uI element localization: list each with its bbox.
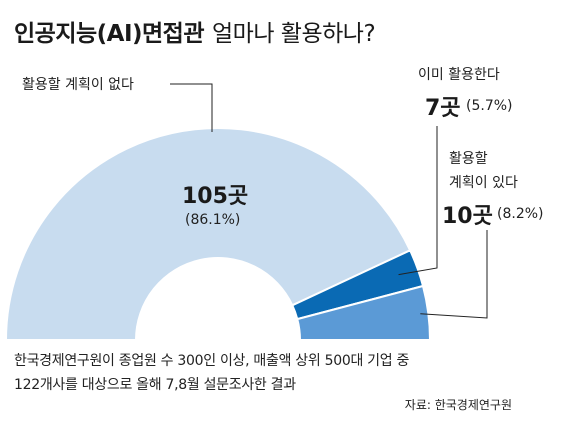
slice-plan-to-use: [296, 284, 432, 341]
survey-note-line2: 122개사를 대상으로 올해 7,8월 설문조사한 결과: [14, 377, 296, 393]
leader-plan-to-use: [420, 230, 488, 319]
leader-no-plan: [170, 83, 213, 132]
title-main: 인공지능(AI)면접관: [14, 21, 205, 47]
slice-no-plan: [4, 127, 412, 341]
source-credit: 자료: 한국경제연구원: [404, 398, 512, 412]
no-plan-count: 105곳: [182, 184, 249, 209]
no-plan-label: 활용할 계획이 없다: [22, 77, 134, 93]
title-subtitle: 얼마나 활용하나?: [212, 21, 376, 47]
plan-to-use-label-line2: 계획이 있다: [449, 175, 518, 191]
no-plan-percent: (86.1%): [185, 212, 241, 228]
leader-lines: [170, 83, 488, 319]
already-use-percent: (5.7%): [466, 98, 513, 114]
survey-note-line1: 한국경제연구원이 종업원 수 300인 이상, 매출액 상위 500대 기업 중: [14, 353, 410, 369]
plan-to-use-percent: (8.2%): [497, 206, 544, 222]
leader-already-use: [398, 126, 438, 276]
chart-title: 인공지능(AI)면접관 얼마나 활용하나?: [14, 14, 376, 48]
already-use-label: 이미 활용한다: [418, 67, 500, 83]
donut-slices: [4, 127, 432, 341]
plan-to-use-count: 10곳: [442, 204, 493, 229]
plan-to-use-label-line1: 활용할: [449, 151, 488, 167]
already-use-count: 7곳: [425, 96, 461, 121]
